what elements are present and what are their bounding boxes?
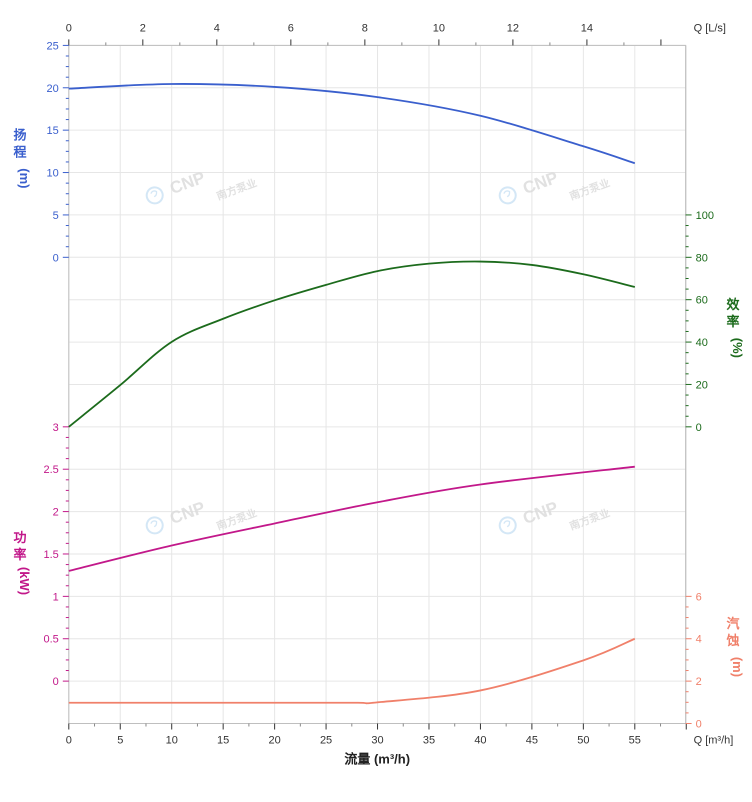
svg-text:0: 0 [53, 252, 59, 264]
svg-text:4: 4 [696, 634, 702, 646]
svg-text:3: 3 [53, 422, 59, 434]
svg-text:15: 15 [47, 125, 59, 137]
svg-text:8: 8 [362, 22, 368, 34]
svg-text:(kW): (kW) [17, 567, 32, 595]
svg-text:14: 14 [581, 22, 593, 34]
svg-text:20: 20 [268, 735, 280, 747]
svg-text:6: 6 [288, 22, 294, 34]
svg-text:0: 0 [66, 735, 72, 747]
svg-text:功: 功 [13, 530, 26, 545]
svg-text:扬: 扬 [13, 127, 26, 142]
svg-text:0: 0 [66, 22, 72, 34]
svg-text:程: 程 [13, 144, 26, 159]
svg-text:2: 2 [53, 507, 59, 519]
svg-text:率: 率 [726, 314, 739, 329]
svg-text:流量 (m³/h): 流量 (m³/h) [344, 752, 410, 767]
svg-text:15: 15 [217, 735, 229, 747]
svg-text:80: 80 [696, 252, 708, 264]
svg-text:1: 1 [53, 591, 59, 603]
svg-text:蚀: 蚀 [725, 633, 739, 648]
svg-text:Q [L/s]: Q [L/s] [694, 22, 726, 34]
svg-text:1.5: 1.5 [44, 549, 59, 561]
svg-text:50: 50 [577, 735, 589, 747]
svg-text:100: 100 [696, 210, 714, 222]
svg-text:4: 4 [214, 22, 220, 34]
svg-text:2: 2 [140, 22, 146, 34]
svg-text:55: 55 [629, 735, 641, 747]
svg-text:20: 20 [696, 379, 708, 391]
svg-text:0: 0 [53, 676, 59, 688]
svg-text:Q [m³/h]: Q [m³/h] [694, 735, 734, 747]
svg-text:20: 20 [47, 83, 59, 95]
svg-text:40: 40 [696, 337, 708, 349]
svg-text:(m): (m) [730, 657, 745, 677]
svg-text:10: 10 [166, 735, 178, 747]
svg-text:率: 率 [13, 547, 26, 562]
svg-text:(%): (%) [730, 338, 745, 358]
svg-text:效: 效 [726, 297, 740, 312]
svg-text:0.5: 0.5 [44, 634, 59, 646]
svg-text:60: 60 [696, 295, 708, 307]
svg-text:25: 25 [47, 40, 59, 52]
svg-text:2.5: 2.5 [44, 464, 59, 476]
svg-text:0: 0 [696, 719, 702, 731]
svg-text:40: 40 [474, 735, 486, 747]
svg-text:6: 6 [696, 591, 702, 603]
svg-text:35: 35 [423, 735, 435, 747]
svg-text:30: 30 [371, 735, 383, 747]
svg-text:汽: 汽 [726, 616, 739, 631]
svg-text:25: 25 [320, 735, 332, 747]
svg-text:0: 0 [696, 422, 702, 434]
svg-text:45: 45 [526, 735, 538, 747]
svg-text:10: 10 [433, 22, 445, 34]
svg-text:5: 5 [53, 210, 59, 222]
svg-text:(m): (m) [17, 168, 32, 188]
svg-text:5: 5 [117, 735, 123, 747]
svg-text:12: 12 [507, 22, 519, 34]
svg-text:2: 2 [696, 676, 702, 688]
svg-text:10: 10 [47, 168, 59, 180]
